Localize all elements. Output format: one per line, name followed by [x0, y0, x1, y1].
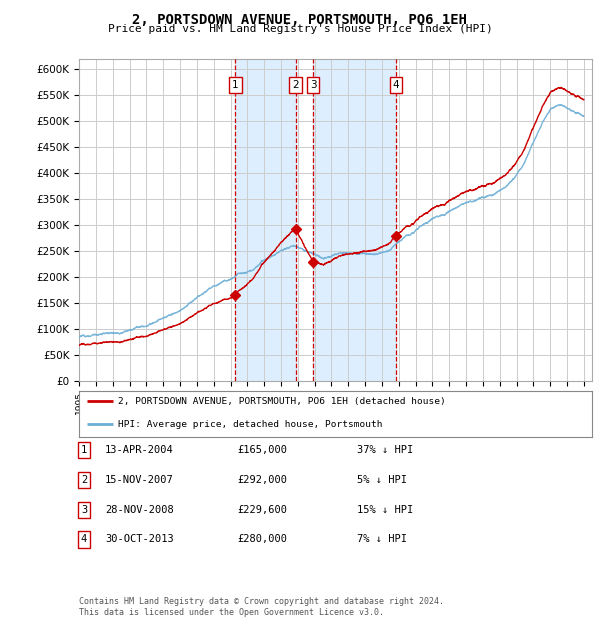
Text: 4: 4: [392, 80, 399, 90]
Text: 7% ↓ HPI: 7% ↓ HPI: [357, 534, 407, 544]
Text: £280,000: £280,000: [237, 534, 287, 544]
Text: 28-NOV-2008: 28-NOV-2008: [105, 505, 174, 515]
Text: 3: 3: [81, 505, 87, 515]
Text: Price paid vs. HM Land Registry's House Price Index (HPI): Price paid vs. HM Land Registry's House …: [107, 24, 493, 34]
Text: 1: 1: [232, 80, 239, 90]
Text: HPI: Average price, detached house, Portsmouth: HPI: Average price, detached house, Port…: [118, 420, 382, 428]
Text: 3: 3: [310, 80, 316, 90]
Text: 2, PORTSDOWN AVENUE, PORTSMOUTH, PO6 1EH: 2, PORTSDOWN AVENUE, PORTSMOUTH, PO6 1EH: [133, 13, 467, 27]
Text: 5% ↓ HPI: 5% ↓ HPI: [357, 475, 407, 485]
Text: £229,600: £229,600: [237, 505, 287, 515]
Text: 15% ↓ HPI: 15% ↓ HPI: [357, 505, 413, 515]
Text: Contains HM Land Registry data © Crown copyright and database right 2024.
This d: Contains HM Land Registry data © Crown c…: [79, 598, 444, 617]
Text: 2: 2: [81, 475, 87, 485]
Text: 37% ↓ HPI: 37% ↓ HPI: [357, 445, 413, 455]
Text: £292,000: £292,000: [237, 475, 287, 485]
Text: 30-OCT-2013: 30-OCT-2013: [105, 534, 174, 544]
Bar: [235, 59, 296, 381]
Bar: [313, 59, 396, 381]
Text: 2: 2: [292, 80, 299, 90]
Text: 1: 1: [81, 445, 87, 455]
Text: £165,000: £165,000: [237, 445, 287, 455]
Text: 4: 4: [81, 534, 87, 544]
Text: 15-NOV-2007: 15-NOV-2007: [105, 475, 174, 485]
Text: 2, PORTSDOWN AVENUE, PORTSMOUTH, PO6 1EH (detached house): 2, PORTSDOWN AVENUE, PORTSMOUTH, PO6 1EH…: [118, 397, 445, 406]
Text: 13-APR-2004: 13-APR-2004: [105, 445, 174, 455]
